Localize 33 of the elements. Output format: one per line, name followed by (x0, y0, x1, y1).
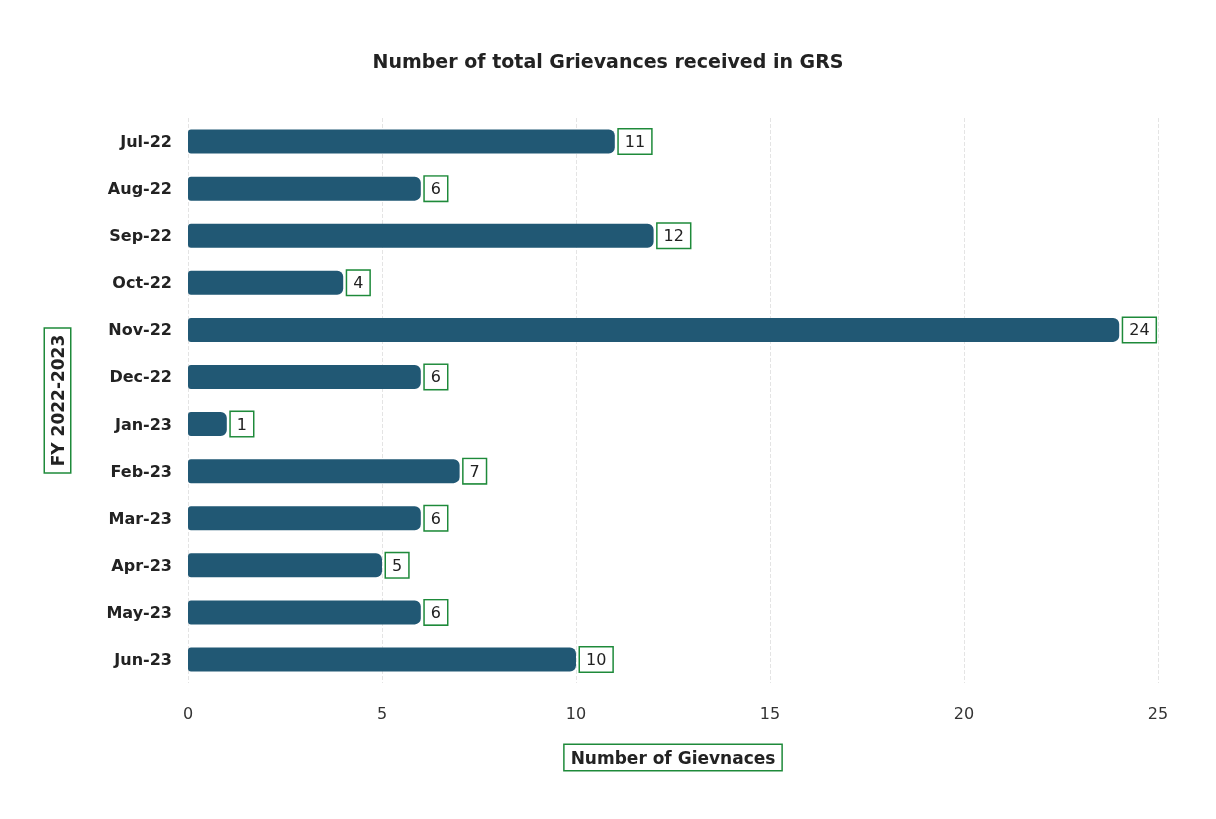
x-tick-label: 5 (376, 703, 388, 723)
data-label: 12 (663, 226, 684, 246)
x-tick-label: 20 (953, 703, 975, 723)
x-tick-label: 15 (759, 703, 781, 723)
y-tick-label: Apr-23 (111, 555, 172, 575)
data-label: 24 (1129, 320, 1150, 340)
y-tick-label: Nov-22 (108, 320, 172, 340)
y-tick-label: Sep-22 (109, 226, 172, 246)
data-label: 6 (430, 602, 441, 622)
y-tick-label: Jan-23 (113, 414, 172, 434)
x-tick-label: 25 (1147, 703, 1169, 723)
y-tick-label: Feb-23 (110, 461, 172, 481)
y-tick-label: Jun-23 (113, 649, 172, 669)
x-axis-title: Number of Gievnaces (570, 747, 776, 768)
chart-title: Number of total Grievances received in GRS (372, 49, 844, 72)
y-tick-label: Mar-23 (108, 508, 172, 528)
y-tick-label: Aug-22 (107, 179, 172, 199)
x-tick-label: 10 (565, 703, 587, 723)
data-label: 1 (236, 414, 247, 434)
data-label: 5 (392, 555, 403, 575)
data-label: 11 (624, 132, 646, 152)
data-label: 7 (469, 461, 480, 481)
data-label: 6 (430, 367, 441, 387)
data-label: 10 (586, 649, 607, 669)
y-tick-label: May-23 (106, 602, 172, 622)
data-label: 6 (430, 179, 441, 199)
y-tick-label: Dec-22 (109, 367, 172, 387)
x-tick-label: 0 (182, 703, 194, 723)
data-label: 4 (353, 273, 364, 293)
y-axis-title: FY 2022-2023 (47, 334, 68, 467)
y-tick-label: Jul-22 (119, 132, 172, 152)
y-tick-label: Oct-22 (112, 273, 172, 293)
data-label: 6 (430, 508, 441, 528)
